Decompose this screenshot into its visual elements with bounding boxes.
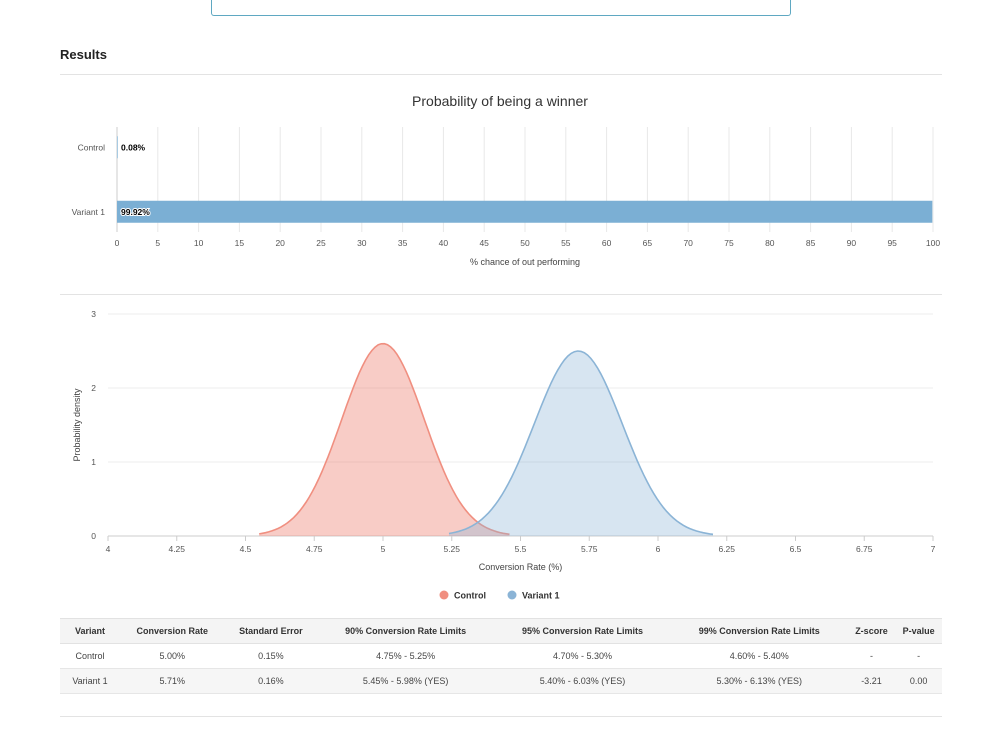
legend-marker bbox=[507, 590, 517, 600]
x-tick-label: 15 bbox=[235, 238, 245, 248]
x-tick-label: 6.25 bbox=[718, 544, 735, 554]
x-tick-label: 100 bbox=[926, 238, 940, 248]
x-tick-label: 25 bbox=[316, 238, 326, 248]
y-tick-label: 1 bbox=[91, 457, 96, 467]
density-area-variant-1 bbox=[449, 351, 713, 536]
x-tick-label: 30 bbox=[357, 238, 367, 248]
x-tick-label: 4.5 bbox=[240, 544, 252, 554]
table-cell: Variant 1 bbox=[60, 668, 120, 694]
density-line-control bbox=[259, 342, 510, 536]
table-cell: 4.60% - 5.40% bbox=[670, 643, 848, 669]
x-tick-label: 4.25 bbox=[168, 544, 185, 554]
column-header: 95% Conversion Rate Limits bbox=[494, 618, 671, 644]
table-cell: 5.40% - 6.03% (YES) bbox=[494, 668, 671, 694]
x-tick-label: 55 bbox=[561, 238, 571, 248]
x-tick-label: 4.75 bbox=[306, 544, 323, 554]
table-cell: -3.21 bbox=[847, 668, 896, 694]
column-header: Variant bbox=[60, 618, 120, 644]
bar-value-label: 0.08% bbox=[121, 142, 146, 152]
x-tick-label: 35 bbox=[398, 238, 408, 248]
x-tick-label: 6 bbox=[656, 544, 661, 554]
x-tick-label: 90 bbox=[847, 238, 857, 248]
x-axis-title: Conversion Rate (%) bbox=[479, 562, 563, 572]
column-header: 90% Conversion Rate Limits bbox=[317, 618, 495, 644]
table-cell: 5.30% - 6.13% (YES) bbox=[670, 668, 848, 694]
table-cell: 5.45% - 5.98% (YES) bbox=[317, 668, 495, 694]
x-tick-label: 10 bbox=[194, 238, 204, 248]
y-category-label: Control bbox=[78, 142, 106, 152]
x-tick-label: 70 bbox=[683, 238, 693, 248]
table-cell: 0.15% bbox=[224, 643, 318, 669]
table-header-row: Variant Conversion Rate Standard Error 90% … bbox=[60, 618, 942, 644]
x-tick-label: 80 bbox=[765, 238, 775, 248]
y-axis-title: Probability density bbox=[72, 388, 82, 462]
bar-value-label: 99.92% bbox=[121, 207, 150, 217]
x-tick-label: 95 bbox=[887, 238, 897, 248]
x-tick-label: 5 bbox=[381, 544, 386, 554]
y-tick-label: 2 bbox=[91, 383, 96, 393]
x-tick-label: 5.25 bbox=[443, 544, 460, 554]
column-header: P-value bbox=[895, 618, 942, 644]
x-tick-label: 45 bbox=[479, 238, 489, 248]
table-cell: Control bbox=[60, 643, 120, 669]
table-cell: 5.71% bbox=[120, 668, 225, 694]
table-cell: 4.75% - 5.25% bbox=[317, 643, 495, 669]
x-tick-label: 40 bbox=[439, 238, 449, 248]
x-tick-label: 5.5 bbox=[515, 544, 527, 554]
x-tick-label: 50 bbox=[520, 238, 530, 248]
x-tick-label: 4 bbox=[106, 544, 111, 554]
x-tick-label: 85 bbox=[806, 238, 816, 248]
density-line-variant-1 bbox=[448, 350, 714, 536]
y-tick-label: 0 bbox=[91, 531, 96, 541]
legend-marker bbox=[439, 590, 449, 600]
table-row: Control 5.00% 0.15% 4.75% - 5.25% 4.70% - 5.… bbox=[60, 643, 942, 669]
x-tick-label: 20 bbox=[275, 238, 285, 248]
x-tick-label: 0 bbox=[115, 238, 120, 248]
y-category-label: Variant 1 bbox=[72, 207, 106, 217]
results-table: Variant Conversion Rate Standard Error 90% … bbox=[60, 618, 942, 694]
probability-density-chart: 0 1 2 3 4 4.25 4.5 4.75 5 5.25 5.5 5.75 6 6.25 6.5 6.75… bbox=[72, 309, 936, 601]
column-header: 99% Conversion Rate Limits bbox=[670, 618, 848, 644]
table-row: Variant 1 5.71% 0.16% 5.45% - 5.98% (YES) 5.… bbox=[60, 668, 942, 694]
y-tick-label: 3 bbox=[91, 309, 96, 319]
legend-item: Variant 1 bbox=[507, 590, 560, 601]
column-header: Standard Error bbox=[224, 618, 318, 644]
legend-item: Control bbox=[439, 590, 486, 601]
divider bbox=[60, 74, 942, 75]
x-tick-label: 5 bbox=[155, 238, 160, 248]
chart-title: Probability of being a winner bbox=[412, 93, 588, 109]
top-input-box[interactable] bbox=[211, 0, 791, 16]
x-tick-label: 65 bbox=[643, 238, 653, 248]
winner-probability-chart: Probability of being a winner 0 5 10 15 20 25 3… bbox=[72, 93, 941, 267]
x-tick-label: 6.5 bbox=[790, 544, 802, 554]
bar bbox=[117, 200, 933, 223]
bar bbox=[117, 136, 118, 159]
table-cell: 0.00 bbox=[895, 668, 942, 694]
legend-label: Variant 1 bbox=[522, 591, 560, 601]
table-cell: 4.70% - 5.30% bbox=[494, 643, 671, 669]
results-heading: Results bbox=[60, 47, 107, 62]
x-axis-title: % chance of out performing bbox=[470, 257, 580, 267]
table-cell: 0.16% bbox=[224, 668, 318, 694]
x-tick-label: 75 bbox=[724, 238, 734, 248]
column-header: Z-score bbox=[847, 618, 896, 644]
table-cell: - bbox=[895, 643, 942, 669]
density-area-control bbox=[259, 343, 510, 536]
table-cell: 5.00% bbox=[120, 643, 225, 669]
x-tick-label: 5.75 bbox=[581, 544, 598, 554]
divider bbox=[60, 294, 942, 295]
divider bbox=[60, 716, 942, 717]
x-tick-label: 60 bbox=[602, 238, 612, 248]
x-tick-label: 6.75 bbox=[856, 544, 873, 554]
legend-label: Control bbox=[454, 591, 486, 601]
column-header: Conversion Rate bbox=[120, 618, 225, 644]
table-cell: - bbox=[847, 643, 896, 669]
x-tick-label: 7 bbox=[931, 544, 936, 554]
